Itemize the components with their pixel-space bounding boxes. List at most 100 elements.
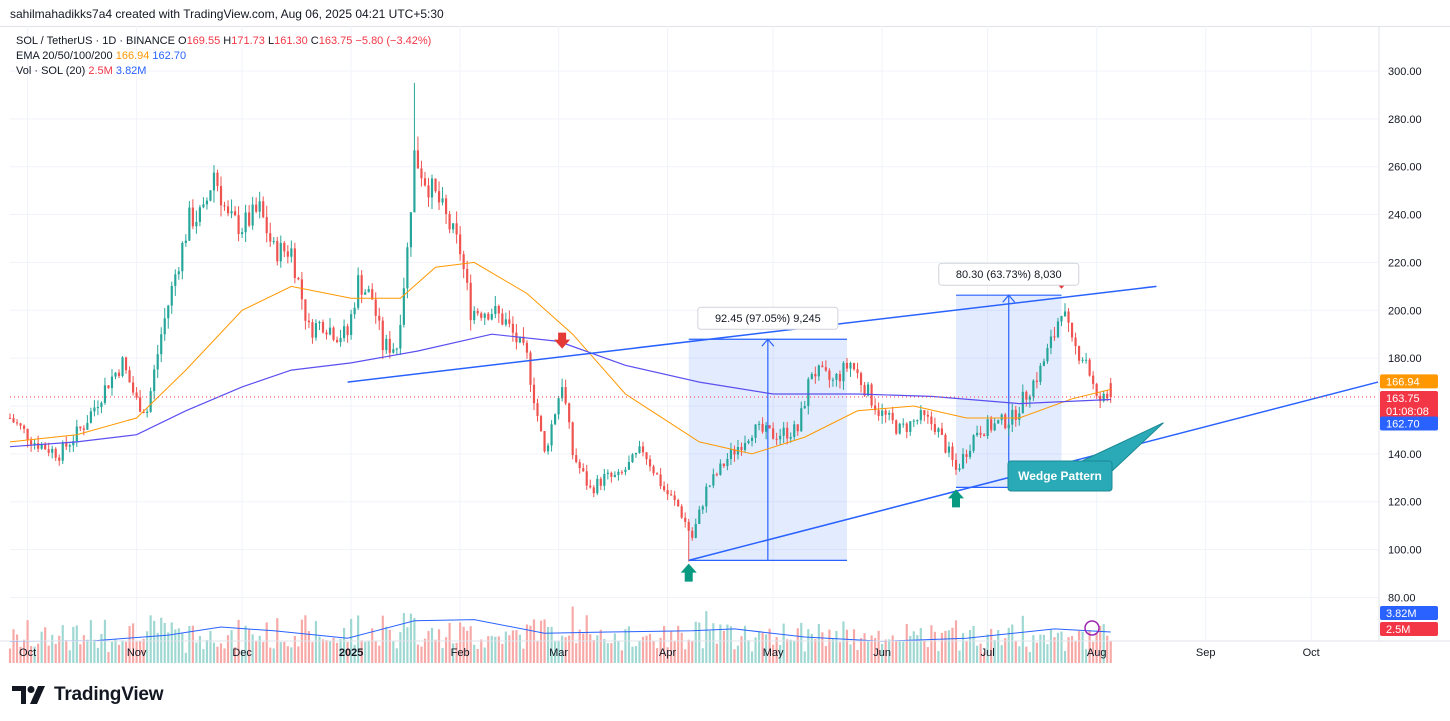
volume-bar	[444, 637, 448, 663]
candle-body	[1004, 414, 1007, 429]
volume-bar	[325, 640, 328, 663]
candle-body	[817, 365, 820, 377]
vol-label[interactable]: Vol · SOL (20)	[16, 65, 86, 77]
price-tick-label: 180.00	[1388, 353, 1422, 365]
volume-bar	[976, 645, 979, 663]
volume-bar	[782, 623, 785, 663]
volume-bar	[539, 620, 543, 663]
candle-body	[687, 521, 690, 531]
price-tick-label: 100.00	[1388, 545, 1422, 557]
candle-body	[110, 376, 114, 389]
candle-body	[262, 201, 265, 218]
volume-bar	[216, 646, 219, 663]
candle-body	[670, 494, 673, 496]
candle-body	[525, 342, 529, 353]
volume-bar	[167, 632, 170, 663]
volume-bar	[219, 643, 223, 663]
candle-body	[1011, 409, 1014, 425]
volume-bar	[856, 649, 859, 663]
volume-bar	[824, 646, 827, 663]
candle-body	[979, 432, 982, 435]
volume-bar	[722, 630, 725, 663]
candle-body	[933, 424, 936, 432]
measure2-label: 80.30 (63.73%) 8,030	[956, 269, 1062, 281]
volume-bar	[930, 625, 933, 663]
measure-shading	[688, 294, 1062, 561]
volume-bar	[613, 633, 616, 663]
candlesticks	[8, 82, 1112, 562]
candle-body	[638, 446, 641, 453]
candle-body	[997, 420, 1000, 424]
ema-label[interactable]: EMA 20/50/100/200	[16, 50, 113, 62]
volume-bar	[951, 627, 954, 663]
candle-body	[539, 416, 543, 432]
volume-bar	[174, 629, 177, 663]
candle-body	[360, 275, 363, 295]
vol-ma-value: 3.82M	[115, 65, 147, 77]
legend-vol-row: Vol · SOL (20) 2.5M 3.82M	[16, 64, 431, 79]
candle-body	[947, 446, 951, 453]
candle-body	[72, 441, 75, 446]
volume-bar	[1014, 641, 1017, 663]
vol-badge	[1380, 622, 1438, 636]
volume-bar	[385, 626, 388, 663]
candle-body	[529, 352, 532, 385]
volume-bar	[297, 646, 300, 663]
volume-bar	[258, 635, 261, 663]
candle-body	[694, 523, 697, 538]
candle-body	[462, 254, 465, 269]
candle-body	[596, 478, 599, 494]
candle-body	[715, 474, 718, 476]
volume-bar	[965, 641, 968, 663]
candle-body	[466, 268, 469, 283]
candle-body	[874, 405, 877, 411]
chart-canvas[interactable]: 80.00100.00120.00140.00160.00180.00200.0…	[0, 26, 1450, 676]
change-value: −5.80 (−3.42%)	[355, 35, 432, 47]
volume-bar	[501, 643, 504, 663]
top-bar: sahilmahadikks7a4 created with TradingVi…	[0, 0, 1450, 27]
candle-body	[515, 332, 518, 343]
volume-bar	[33, 646, 36, 663]
candle-body	[961, 454, 965, 469]
volume-bar	[409, 613, 412, 663]
created-by-text: sahilmahadikks7a4 created with TradingVi…	[10, 7, 444, 21]
candle-body	[33, 443, 36, 445]
volume-bar	[487, 636, 490, 663]
volume-bar	[388, 629, 391, 663]
candle-body	[909, 421, 912, 432]
price-tick-label: 240.00	[1388, 210, 1422, 222]
candle-body	[578, 462, 581, 469]
volume-bar	[933, 631, 936, 663]
volume-bar	[564, 637, 567, 663]
volume-bar	[803, 651, 806, 663]
volume-bar	[184, 652, 187, 663]
symbol-label[interactable]: SOL / TetherUS · 1D · BINANCE	[16, 35, 175, 47]
candle-body	[1021, 391, 1024, 414]
candle-body	[54, 448, 57, 458]
ema200-badge	[1380, 416, 1438, 431]
measure1-label-box	[697, 306, 839, 330]
volume-bar	[357, 615, 360, 663]
volume-bar	[997, 630, 1000, 663]
volume-bar	[838, 642, 842, 663]
candle-body	[807, 379, 810, 407]
volume-bar	[37, 643, 40, 663]
volume-bar	[448, 622, 451, 663]
price-tick-label: 200.00	[1388, 305, 1422, 317]
volume-bar	[1053, 637, 1056, 663]
volume-bar	[743, 625, 747, 663]
volume-bar	[72, 626, 75, 663]
volume-bar	[283, 641, 286, 663]
candle-body	[103, 385, 107, 403]
candle-body	[838, 373, 842, 382]
candle-body	[568, 403, 571, 423]
volume-bar	[585, 615, 588, 663]
volume-bar	[884, 639, 887, 663]
candle-body	[1070, 322, 1074, 338]
candle-body	[241, 232, 244, 235]
price-tick-label: 220.00	[1388, 257, 1422, 269]
volume-bar	[670, 631, 673, 663]
candle-body	[905, 423, 908, 432]
volume-bar	[473, 644, 476, 663]
time-tick-label: Aug	[1087, 647, 1107, 659]
